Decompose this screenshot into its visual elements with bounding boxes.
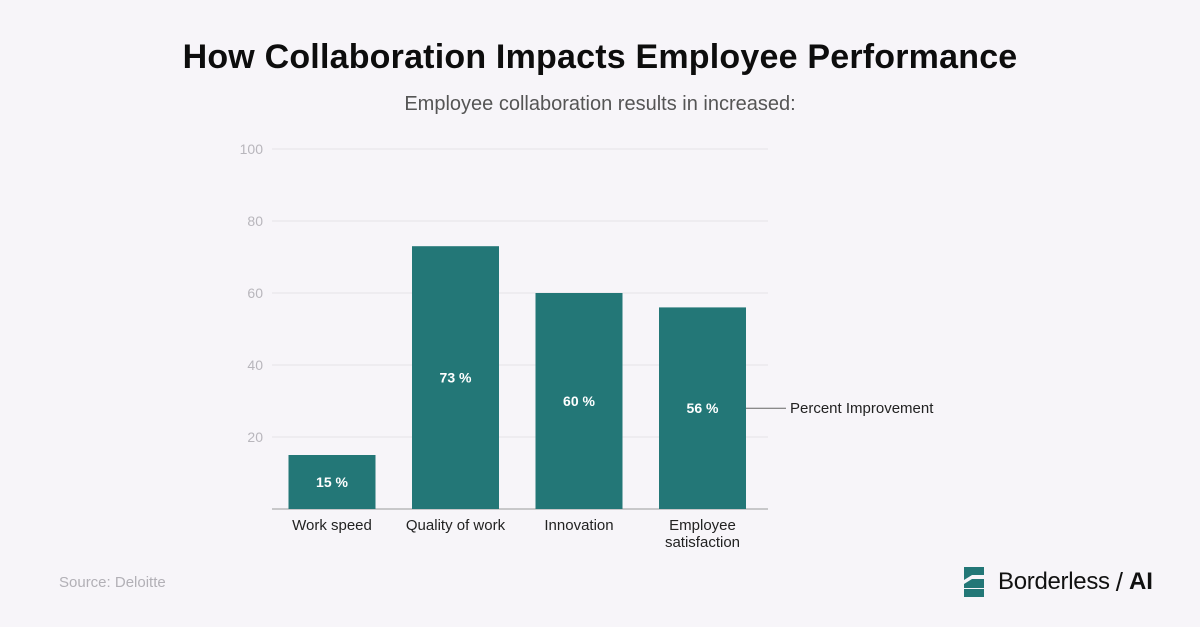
borderless-logo-icon bbox=[964, 567, 984, 597]
y-tick-label: 80 bbox=[247, 213, 263, 229]
y-tick-label: 20 bbox=[247, 429, 263, 445]
chart-title: How Collaboration Impacts Employee Perfo… bbox=[182, 38, 1018, 76]
x-tick-label: Quality of work bbox=[406, 517, 506, 534]
data-label: 73 % bbox=[440, 370, 472, 386]
bar bbox=[535, 293, 623, 509]
brand-suffix: AI bbox=[1128, 568, 1153, 595]
source-note: Source: Deloitte bbox=[59, 574, 166, 591]
y-tick-label: 40 bbox=[247, 357, 263, 373]
y-tick-label: 100 bbox=[240, 141, 264, 157]
annotation-label: Percent Improvement bbox=[790, 400, 934, 417]
chart-subtitle: Employee collaboration results in increa… bbox=[404, 93, 796, 115]
x-tick-label: Work speed bbox=[292, 517, 372, 534]
bar bbox=[288, 455, 376, 509]
x-tick-label: Employee satisfaction bbox=[665, 517, 740, 551]
brand-logo: Borderless / AI bbox=[962, 565, 1153, 599]
bar bbox=[412, 246, 499, 509]
y-tick-label: 60 bbox=[247, 285, 263, 301]
brand-name: Borderless bbox=[998, 568, 1110, 595]
data-label: 60 % bbox=[563, 393, 595, 409]
bar bbox=[659, 307, 746, 509]
brand-separator: / bbox=[1115, 566, 1123, 597]
data-label: 15 % bbox=[316, 474, 348, 490]
data-label: 56 % bbox=[687, 400, 719, 416]
x-tick-label: Innovation bbox=[544, 517, 613, 534]
